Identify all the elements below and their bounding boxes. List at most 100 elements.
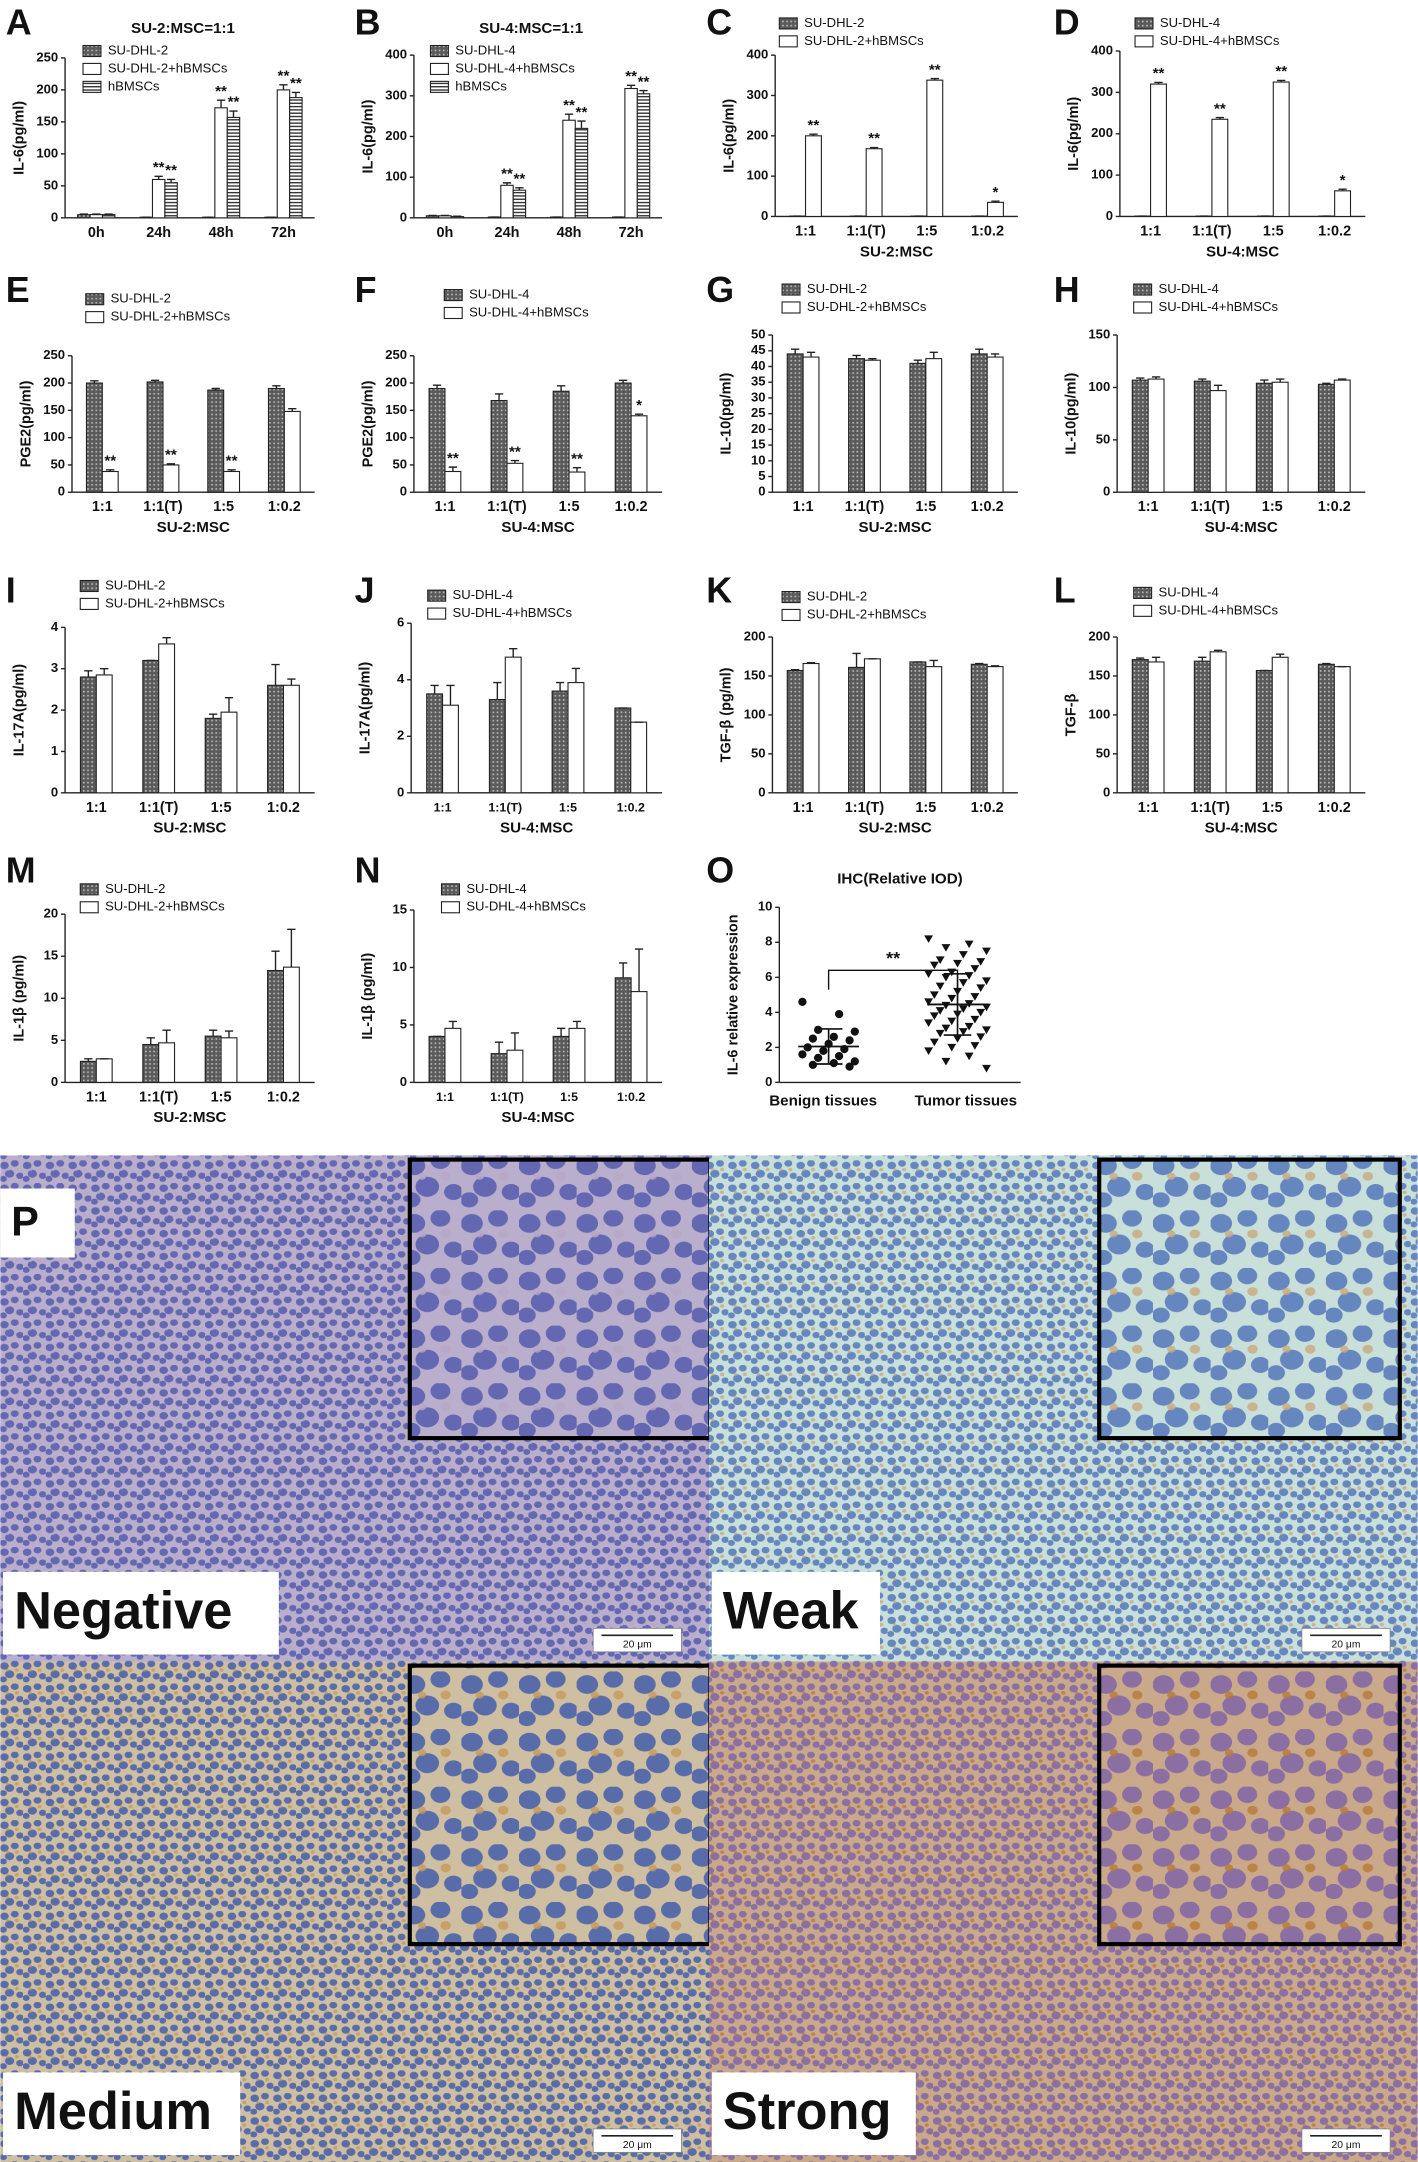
error-bar <box>100 668 109 675</box>
y-tick-label: 50 <box>751 745 766 760</box>
y-tick-label: 100 <box>1091 167 1113 182</box>
x-tick-label: 1:1(T) <box>845 800 885 816</box>
error-bar <box>1136 377 1145 381</box>
y-tick-label: 40 <box>751 358 766 373</box>
y-tick-label: 200 <box>1088 628 1110 643</box>
y-tick-label: 0 <box>765 1074 772 1089</box>
y-tick-label: 150 <box>1088 327 1110 342</box>
bar <box>802 662 820 794</box>
panel-letter: N <box>355 850 381 890</box>
y-tick-label: 100 <box>36 145 58 160</box>
error-bar <box>1260 379 1269 384</box>
y-tick-label: 100 <box>1088 706 1110 721</box>
point <box>935 982 945 991</box>
y-tick-label: 50 <box>1096 431 1111 446</box>
error-bar <box>990 353 1000 358</box>
x-tick-label: 1:0.2 <box>267 1089 300 1105</box>
legend-label: SU-DHL-4 <box>469 287 529 302</box>
legend-swatch <box>429 80 449 93</box>
error-bar <box>227 469 236 472</box>
significance-mark: ** <box>447 450 459 467</box>
x-tick-label: 1:1(T) <box>490 1090 524 1104</box>
point <box>929 991 939 999</box>
significance-mark: * <box>992 184 998 201</box>
bar <box>568 1027 586 1083</box>
legend-swatch <box>443 289 463 302</box>
significance-mark: * <box>636 397 642 414</box>
error-bar <box>162 1029 171 1043</box>
point <box>982 1026 991 1034</box>
error-bar <box>1198 378 1207 382</box>
point <box>808 1060 818 1070</box>
y-axis-label: IL-1β (pg/ml) <box>360 953 376 1040</box>
bar <box>1317 383 1335 493</box>
y-axis-label: PGE2(pg/ml) <box>18 380 34 467</box>
x-tick-label: Benign tissues <box>769 1093 877 1110</box>
legend-label: SU-DHL-4 <box>453 587 513 602</box>
point <box>982 977 991 985</box>
significance-mark: ** <box>226 453 238 470</box>
error-bar <box>868 357 877 361</box>
legend-swatch <box>79 597 99 610</box>
bar <box>925 358 943 493</box>
label-box <box>3 1571 279 1655</box>
y-axis-label: IL-6 relative expression <box>726 914 742 1075</box>
legend-swatch <box>1133 283 1153 296</box>
error-bar <box>1277 79 1286 83</box>
x-tick-label: 1:5 <box>1263 223 1284 239</box>
significance-bracket <box>827 969 959 990</box>
point <box>850 1027 859 1036</box>
bar <box>146 381 164 493</box>
legend-label: hBMSCs <box>455 78 507 93</box>
legend-label: SU-DHL-2+hBMSCs <box>105 595 225 610</box>
error-bar <box>791 348 800 354</box>
significance-mark: ** <box>215 83 227 100</box>
legend-label: SU-DHL-4+hBMSCs <box>469 304 589 319</box>
bar <box>1209 390 1227 493</box>
legend-label: SU-DHL-2+hBMSCs <box>807 299 927 314</box>
error-bar <box>154 175 163 180</box>
legend-label: SU-DHL-2 <box>105 881 165 896</box>
bar <box>863 359 881 493</box>
bar <box>863 658 881 794</box>
error-bar <box>634 948 644 992</box>
bar <box>276 89 291 219</box>
y-tick-label: 250 <box>36 49 58 64</box>
legend-swatch <box>427 589 447 602</box>
x-tick-label: 1:1(T) <box>139 1089 179 1105</box>
error-bar <box>1136 657 1145 660</box>
y-tick-label: 0 <box>58 484 65 499</box>
error-bar <box>271 663 280 686</box>
bar <box>500 184 514 219</box>
bar <box>1272 81 1290 218</box>
legend-swatch <box>781 590 801 604</box>
significance-mark: ** <box>1153 65 1165 82</box>
point <box>924 1047 933 1055</box>
legend-swatch <box>1133 301 1153 314</box>
bar <box>574 127 589 219</box>
y-tick-label: 25 <box>751 405 766 420</box>
legend-label: SU-DHL-2+hBMSCs <box>105 899 225 914</box>
legend-label: SU-DHL-4 <box>455 42 515 57</box>
error-bar <box>990 665 1000 667</box>
bar <box>1255 669 1273 794</box>
panel-letter: J <box>355 570 375 610</box>
label-box <box>3 2072 241 2156</box>
x-tick-label: 1:1(T) <box>846 223 886 239</box>
bar <box>1255 382 1273 493</box>
bar <box>568 471 586 493</box>
bar <box>226 116 241 219</box>
error-bar <box>1154 81 1163 85</box>
y-tick-label: 10 <box>44 990 59 1005</box>
x-tick-label: 1:1 <box>1138 800 1159 816</box>
legend-label: SU-DHL-2 <box>105 577 165 592</box>
legend-swatch <box>427 607 447 620</box>
x-tick-label: 1:0.2 <box>617 1090 645 1104</box>
panel-letter: H <box>1054 270 1080 310</box>
x-tick-label: 1:1(T) <box>1191 800 1231 816</box>
bar <box>79 676 97 794</box>
error-bar <box>991 200 1000 203</box>
bar <box>1193 660 1211 794</box>
error-bar <box>929 351 938 359</box>
